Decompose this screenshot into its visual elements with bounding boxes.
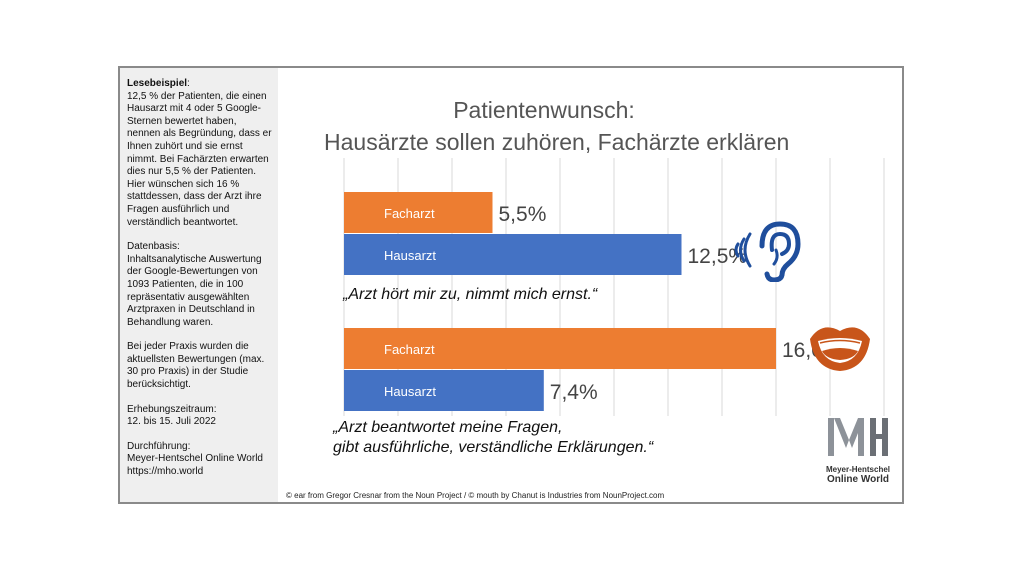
chart-subtitle: Hausärzte sollen zuhören, Fachärzte erkl… [324, 129, 790, 155]
caption-erklaeren-line2: gibt ausführliche, verständliche Erkläru… [333, 439, 654, 456]
mouth-icon [810, 327, 870, 371]
logo-line1: Meyer-Hentschel [825, 465, 891, 474]
image-credit: © ear from Gregor Cresnar from the Noun … [286, 491, 665, 500]
lesebeispiel-block: Lesebeispiel: 12,5 % der Patienten, die e… [127, 78, 272, 228]
bar-label: Hausarzt [384, 384, 436, 399]
bar-chart: Facharzt 5,5%Hausarzt 12,5%Facharzt 16,0%Ha… [343, 158, 885, 416]
infographic-frame: Lesebeispiel: 12,5 % der Patienten, die e… [118, 66, 904, 504]
lesebeispiel-text: 12,5 % der Patienten, die einen Hausarzt… [127, 90, 272, 228]
durchfuehrung-text: Durchführung: Meyer-Hentschel Online Wor… [127, 440, 263, 478]
caption-erklaeren-line1: „Arzt beantwortet meine Fragen, [333, 419, 563, 436]
praxis-text: Bei jeder Praxis wurden die aktuellsten … [127, 341, 265, 391]
logo-line2: Online World [826, 474, 890, 485]
caption-erklaeren: „Arzt beantwortet meine Fragen, gibt aus… [333, 418, 653, 458]
bar-value-label: 12,5% [688, 245, 748, 268]
chart-title-line1: Patientenwunsch: [453, 97, 635, 123]
bar-hausarzt [344, 370, 544, 411]
caption-zuhoeren: „Arzt hört mir zu, nimmt mich ernst.“ [343, 286, 598, 303]
mh-logo-mark [828, 418, 888, 456]
bar-value-label: 5,5% [499, 203, 547, 226]
zeitraum-text: Erhebungszeitraum: 12. bis 15. Juli 2022 [127, 403, 217, 428]
bar-facharzt [344, 328, 776, 369]
bar-label: Hausarzt [384, 248, 436, 263]
bar-hausarzt [344, 234, 682, 275]
bar-facharzt [344, 192, 493, 233]
chart-bars: Facharzt 5,5%Hausarzt 12,5%Facharzt 16,0%Ha… [344, 192, 842, 411]
bar-value-label: 7,4% [550, 381, 598, 404]
logo: Meyer-Hentschel Online World [818, 414, 898, 485]
sidebar-notes: Lesebeispiel: 12,5 % der Patienten, die e… [120, 68, 278, 502]
ear-icon [734, 221, 801, 282]
lesebeispiel-heading: Lesebeispiel [127, 78, 188, 89]
datenbasis-text: Datenbasis: Inhaltsanalytische Auswertun… [127, 241, 262, 328]
bar-label: Facharzt [384, 206, 435, 221]
bar-label: Facharzt [384, 342, 435, 357]
chart-title: Patientenwunsch: Hausärzte sollen zuhöre… [324, 94, 790, 158]
